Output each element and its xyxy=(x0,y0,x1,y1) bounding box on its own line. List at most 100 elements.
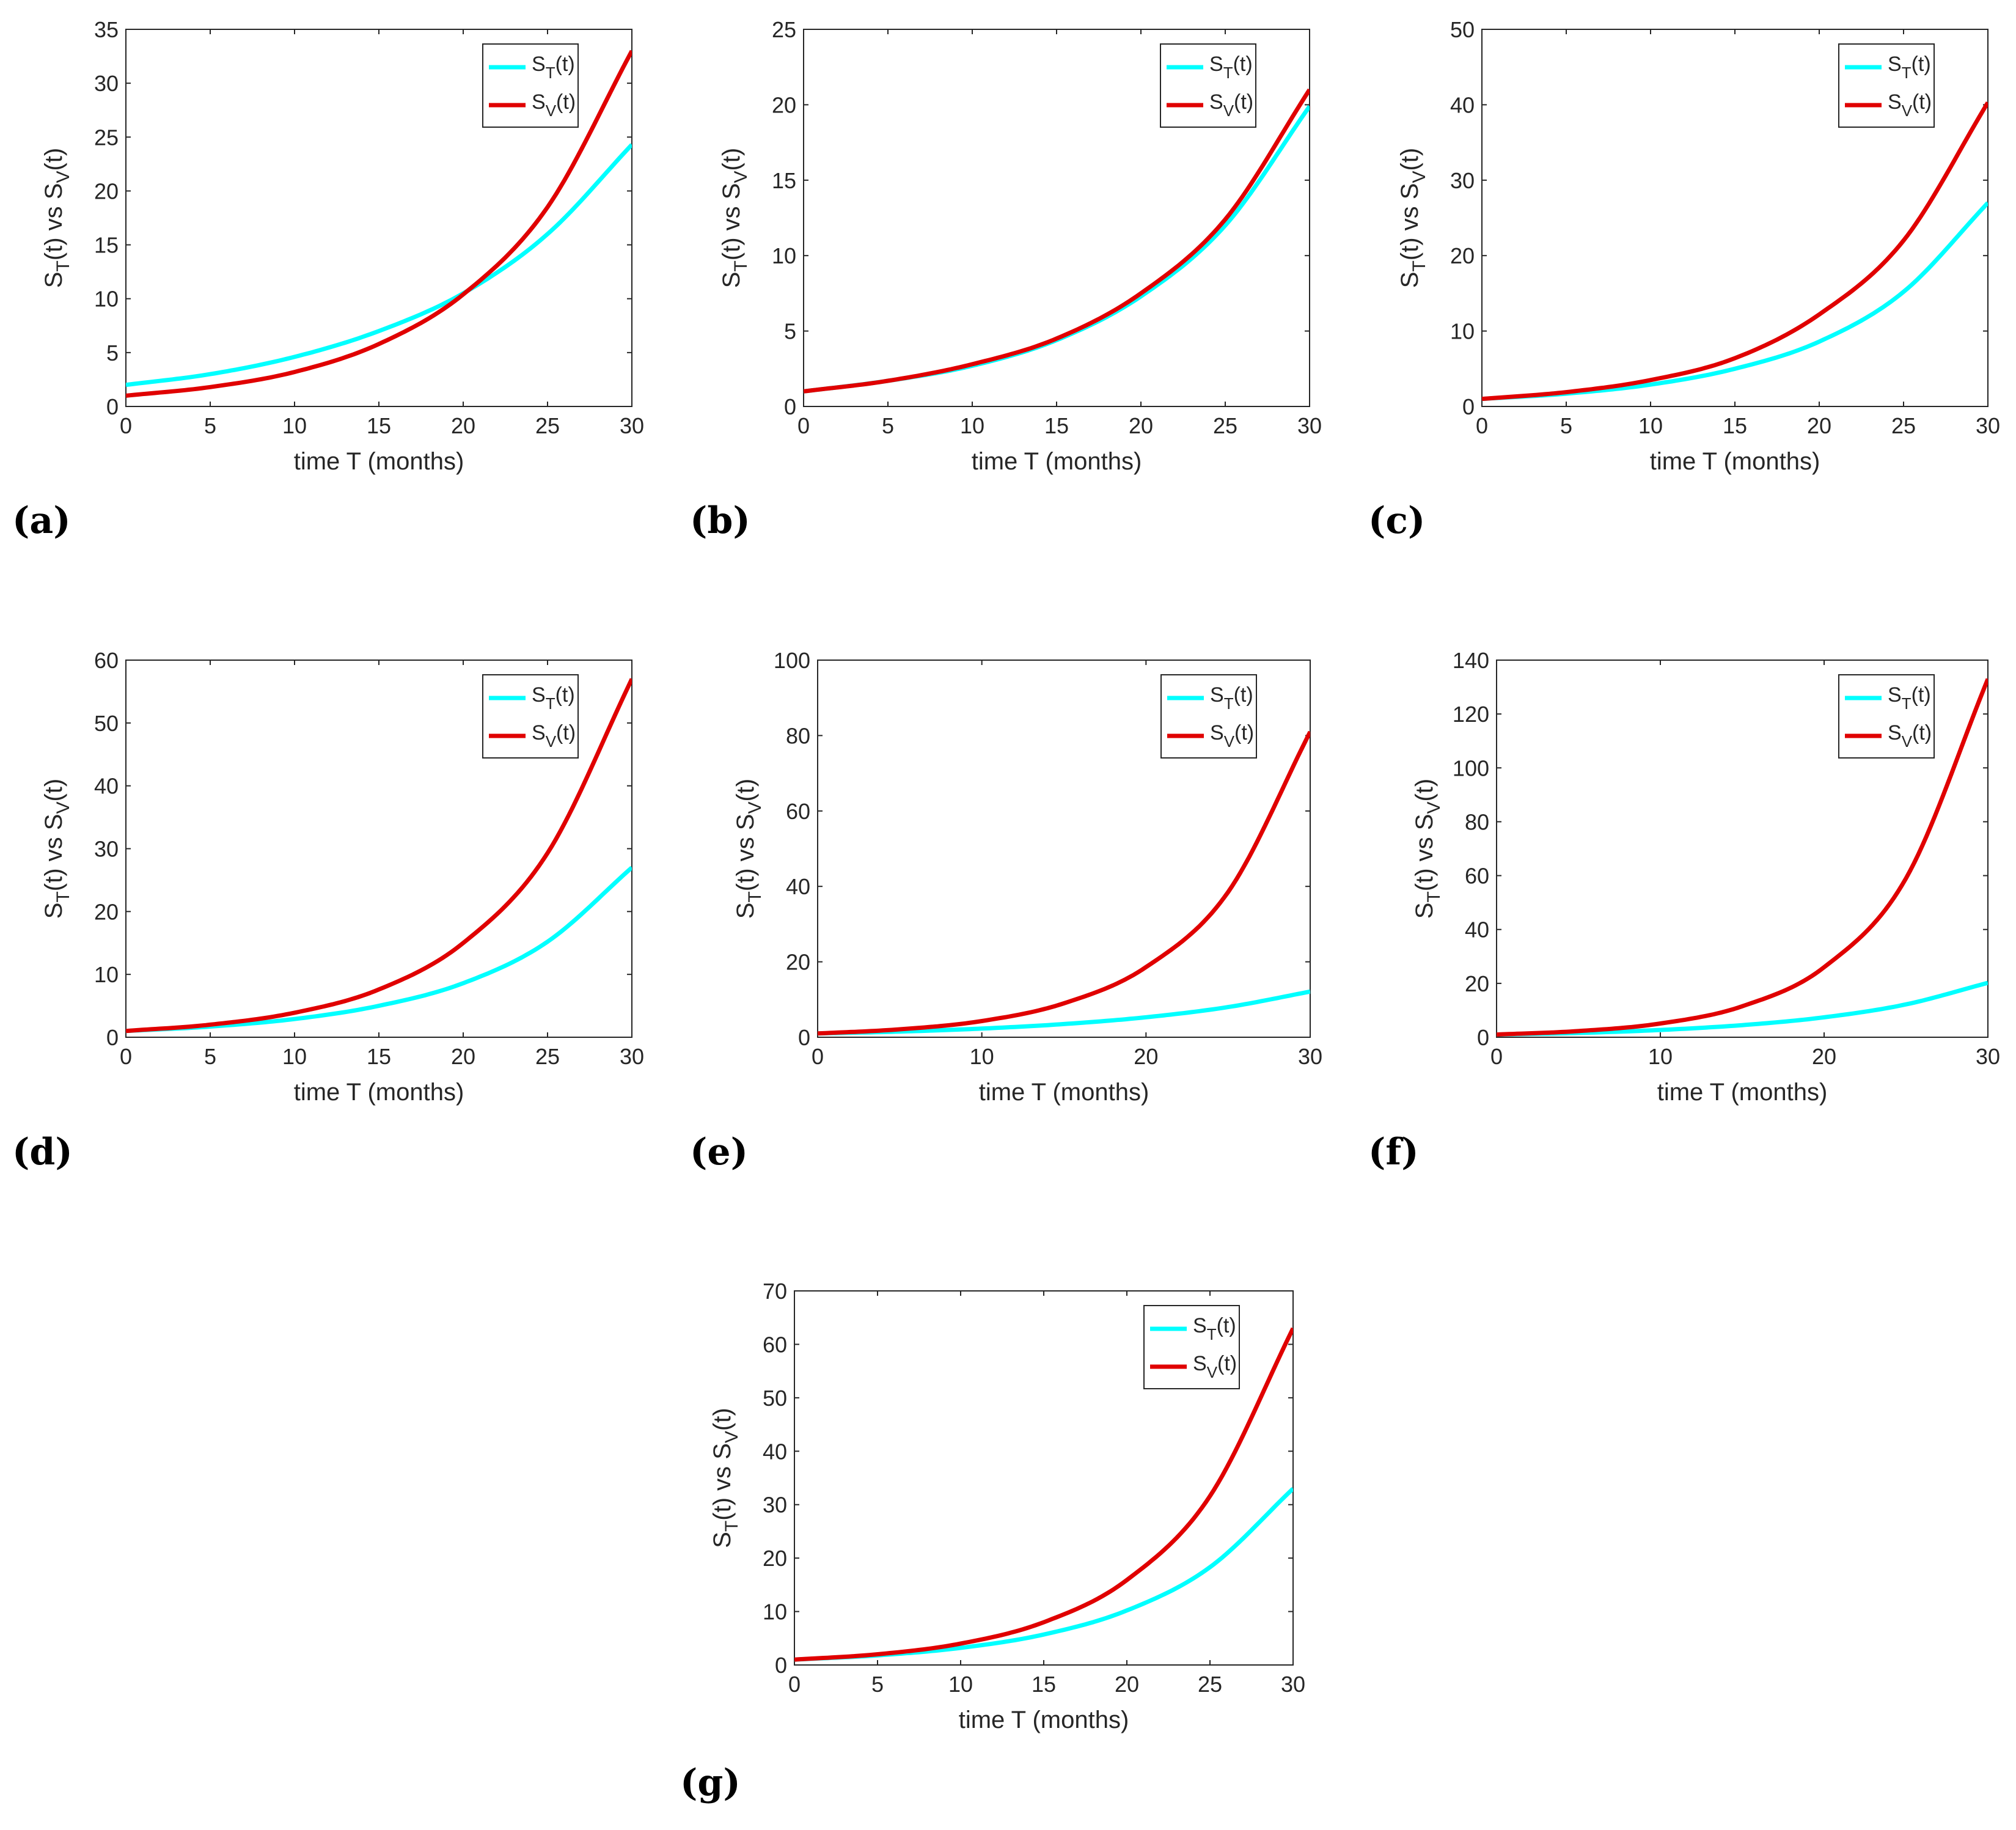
y-tick-label: 25 xyxy=(772,17,796,42)
y-tick-label: 60 xyxy=(763,1332,787,1357)
chart-panel-f: 0 10 20 30 0 20 40 60 80 100 120 140 time T (months)… xyxy=(1368,648,2000,1174)
x-tick-label: 10 xyxy=(1638,413,1663,438)
x-tick-label: 25 xyxy=(1198,1672,1222,1697)
panel-letter: (d) xyxy=(12,1131,73,1174)
x-axis-label: time T (months) xyxy=(959,1707,1129,1733)
x-tick-label: 10 xyxy=(948,1672,973,1697)
panel-letter: (b) xyxy=(690,499,750,542)
legend: ST(t)SV(t) xyxy=(1838,674,1935,759)
legend-tail: (t) xyxy=(556,90,576,114)
y-tick-label: 10 xyxy=(94,962,119,987)
y-axis-label: ST(t) vs SV(t) xyxy=(732,779,765,919)
x-tick-label: 0 xyxy=(797,413,810,438)
y-axis-label: ST(t) vs SV(t) xyxy=(1396,148,1429,288)
y-label-part: T xyxy=(1409,260,1429,271)
legend-tail: (t) xyxy=(555,683,575,707)
y-label-part: (t) xyxy=(732,779,759,802)
legend-tail: (t) xyxy=(1912,53,1931,76)
series-line-s-v xyxy=(804,88,1310,394)
series-line-s-t xyxy=(818,989,1310,1036)
y-tick-label: 20 xyxy=(1465,971,1489,996)
x-tick-label: 30 xyxy=(1976,1044,2000,1069)
y-label-part: T xyxy=(1424,891,1444,902)
legend-main: S xyxy=(1888,721,1902,744)
y-label-part: (t) vs S xyxy=(40,814,67,892)
y-tick-label: 0 xyxy=(106,1025,119,1050)
x-tick-label: 0 xyxy=(812,1044,824,1069)
y-tick-label: 30 xyxy=(763,1493,787,1518)
x-tick-label: 20 xyxy=(1807,413,1831,438)
y-label-part: (t) vs S xyxy=(709,1443,736,1521)
x-tick-label: 15 xyxy=(1032,1672,1056,1697)
legend-tail: (t) xyxy=(1217,1314,1236,1337)
x-tick-label: 5 xyxy=(204,413,216,438)
y-tick-label: 40 xyxy=(786,874,810,899)
x-tick-label: 25 xyxy=(535,413,560,438)
y-tick-label: 50 xyxy=(763,1386,787,1411)
y-tick-label: 0 xyxy=(1477,1025,1489,1050)
y-tick-label: 40 xyxy=(763,1439,787,1464)
y-tick-label: 100 xyxy=(774,648,810,673)
y-tick-label: 0 xyxy=(784,394,796,419)
legend-tail: (t) xyxy=(1217,1352,1237,1375)
x-tick-label: 20 xyxy=(1115,1672,1139,1697)
panel-letter: (a) xyxy=(12,499,71,542)
series-line-s-v xyxy=(818,730,1310,1036)
legend-box xyxy=(1160,43,1256,128)
legend-main: S xyxy=(1888,90,1902,114)
legend-s-v-label: SV(t) xyxy=(1193,1352,1237,1381)
x-tick-label: 5 xyxy=(882,413,894,438)
x-tick-label: 30 xyxy=(1281,1672,1305,1697)
legend-s-t-label: ST(t) xyxy=(1209,53,1253,82)
y-tick-label: 40 xyxy=(1450,92,1475,117)
chart-panel-g: 0 5 10 15 20 25 30 0 10 20 30 40 50 60 70 time T (month… xyxy=(680,1279,1305,1804)
x-tick-label: 15 xyxy=(1044,413,1069,438)
legend-main: S xyxy=(532,53,546,76)
series-line-s-t xyxy=(126,143,632,388)
legend-tail: (t) xyxy=(556,721,576,744)
y-tick-label: 5 xyxy=(106,340,119,366)
legend-subscript: V xyxy=(546,732,557,751)
series-line-s-v xyxy=(794,1327,1293,1662)
y-label-part: S xyxy=(732,903,759,919)
legend-subscript: T xyxy=(1223,64,1233,82)
y-tick-label: 70 xyxy=(763,1279,787,1304)
legend-tail: (t) xyxy=(1912,683,1931,707)
x-tick-label: 30 xyxy=(1976,413,2000,438)
y-label-part: V xyxy=(1424,802,1444,814)
legend-box xyxy=(482,674,579,759)
y-tick-label: 120 xyxy=(1453,702,1489,727)
x-tick-label: 25 xyxy=(1891,413,1916,438)
y-tick-label: 0 xyxy=(106,394,119,419)
legend-main: S xyxy=(532,90,546,114)
y-label-part: S xyxy=(40,903,67,919)
chart-panel-a: 0 5 10 15 20 25 30 0 5 10 15 20 25 30 35 time T (months… xyxy=(12,17,644,542)
x-tick-label: 0 xyxy=(120,413,132,438)
y-tick-label: 50 xyxy=(94,711,119,736)
legend-s-t-label: ST(t) xyxy=(1888,53,1931,82)
x-tick-label: 20 xyxy=(1812,1044,1836,1069)
x-tick-label: 10 xyxy=(970,1044,994,1069)
series-line-s-v xyxy=(1497,678,1988,1037)
legend-tail: (t) xyxy=(1233,53,1253,76)
legend-subscript: V xyxy=(546,101,557,120)
series-line-s-t xyxy=(804,105,1310,394)
legend: ST(t)SV(t) xyxy=(1160,674,1257,759)
y-tick-label: 60 xyxy=(94,648,119,673)
series-line-s-v xyxy=(1482,101,1988,402)
legend-subscript: V xyxy=(1223,101,1234,120)
y-axis-label: ST(t) vs SV(t) xyxy=(718,148,751,288)
legend-main: S xyxy=(1209,90,1223,114)
chart-panel-d: 0 5 10 15 20 25 30 0 10 20 30 40 50 60 time T (months)… xyxy=(12,648,644,1174)
x-tick-label: 10 xyxy=(1648,1044,1673,1069)
x-tick-label: 5 xyxy=(1560,413,1572,438)
panel-letter: (f) xyxy=(1368,1131,1419,1174)
x-axis-label: time T (months) xyxy=(294,448,464,475)
y-tick-label: 20 xyxy=(786,950,810,975)
series-line-s-t xyxy=(1497,980,1988,1037)
y-label-part: (t) vs S xyxy=(732,814,759,892)
panel-letter: (g) xyxy=(680,1762,741,1804)
legend-tail: (t) xyxy=(1234,683,1253,707)
